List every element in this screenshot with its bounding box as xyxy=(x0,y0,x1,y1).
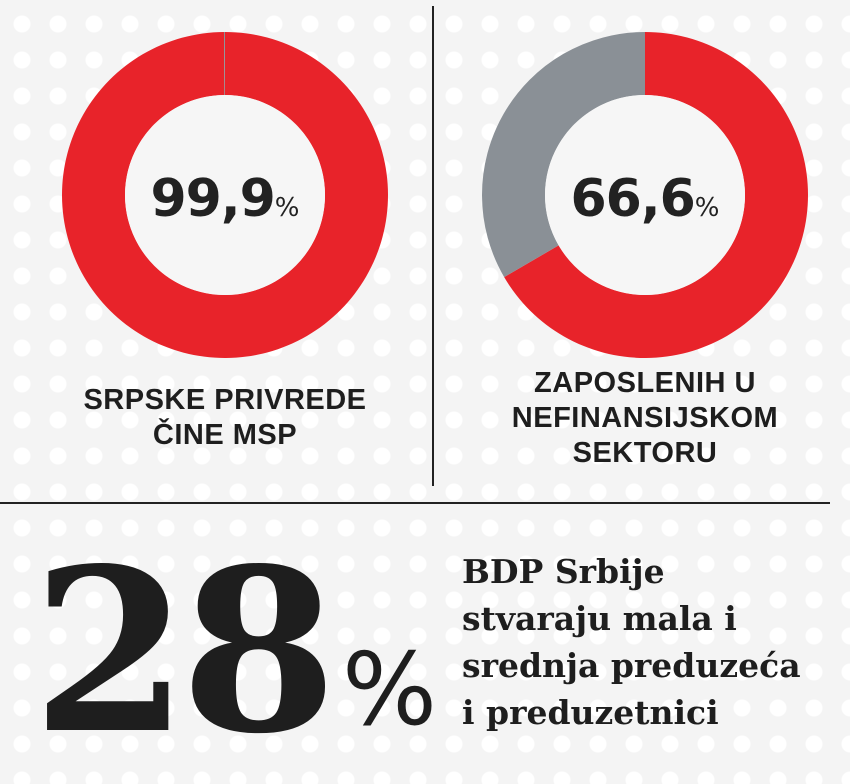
description-line: i preduzetnici xyxy=(462,693,719,732)
caption-line: SEKTORU xyxy=(572,437,718,469)
donut-svg xyxy=(62,32,389,358)
gdp-share-number: 28 xyxy=(32,520,337,784)
donut-value-label: 99,9% xyxy=(60,169,390,229)
donut-slice-remainder xyxy=(223,32,225,96)
description-line: srednja preduzeća xyxy=(462,646,801,685)
donut-hole xyxy=(545,95,745,295)
donut-slice-primary xyxy=(504,32,808,358)
caption-line: ZAPOSLENIH U xyxy=(534,367,756,399)
donut-value-unit: % xyxy=(694,193,720,223)
vertical-divider xyxy=(432,6,434,486)
description-line: BDP Srbije xyxy=(462,552,665,591)
donut-chart-employment-share: 66,6% xyxy=(480,30,810,360)
donut-slice-remainder xyxy=(482,32,645,278)
donut-value-number: 99,9 xyxy=(150,169,275,229)
description-line: stvaraju mala i xyxy=(462,599,737,638)
donut-slice-primary xyxy=(62,32,389,358)
gdp-share-description: BDP Srbije stvaraju mala i srednja predu… xyxy=(462,548,842,736)
donut-caption-employment: ZAPOSLENIH U NEFINANSIJSKOM SEKTORU xyxy=(440,366,850,471)
gdp-share-percent-sign: % xyxy=(342,631,438,748)
caption-line: ČINE MSP xyxy=(152,419,298,451)
donut-chart-msp-share: 99,9% xyxy=(60,30,390,360)
caption-line: NEFINANSIJSKOM xyxy=(511,402,779,434)
horizontal-divider xyxy=(0,502,830,504)
donut-hole xyxy=(125,95,325,295)
donut-value-label: 66,6% xyxy=(480,169,810,229)
donut-svg xyxy=(482,32,808,358)
donut-value-unit: % xyxy=(274,193,300,223)
donut-value-number: 66,6 xyxy=(570,169,695,229)
caption-line: SRPSKE PRIVREDE xyxy=(83,384,367,416)
donut-caption-msp: SRPSKE PRIVREDE ČINE MSP xyxy=(20,383,430,453)
